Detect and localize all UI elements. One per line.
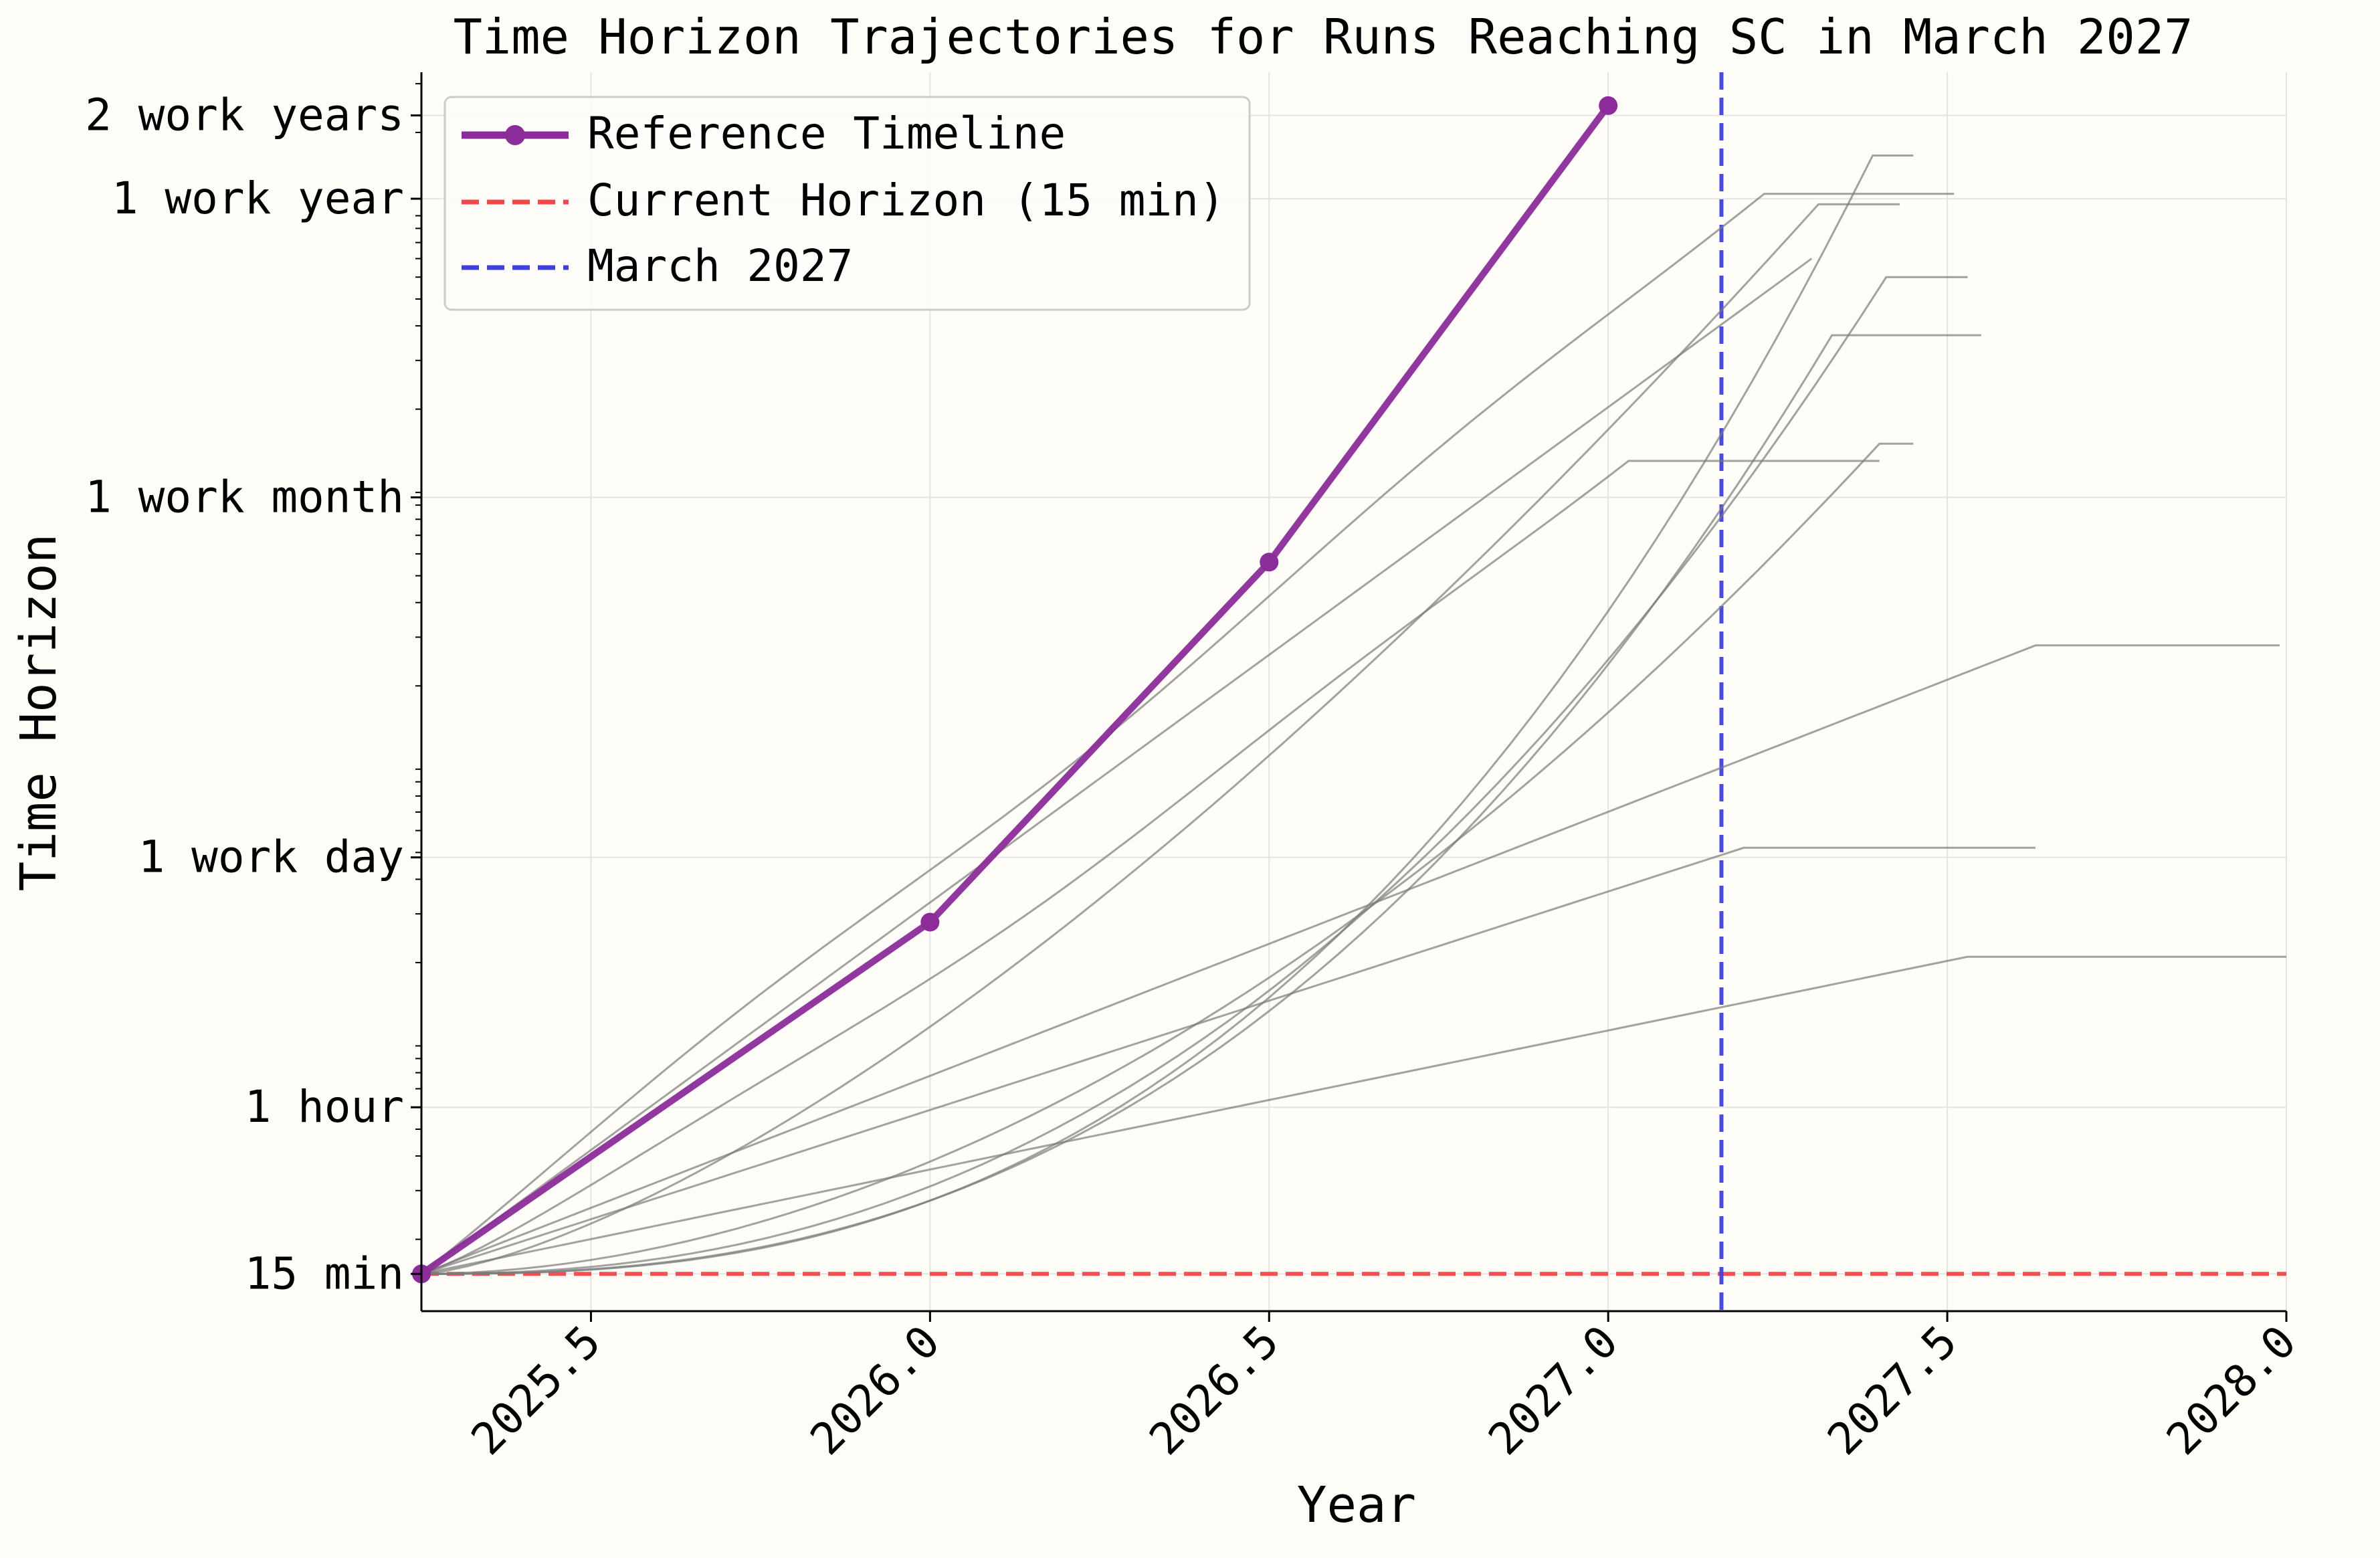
y-tick-label: 1 work year (112, 173, 404, 224)
reference-timeline-point (1599, 96, 1618, 115)
y-tick-label: 1 work day (138, 832, 404, 883)
y-axis-label: Time Horizon (10, 534, 68, 892)
simulation-run-line (421, 460, 1880, 1275)
simulation-runs (421, 155, 2286, 1275)
chart-title: Time Horizon Trajectories for Runs Reach… (454, 9, 2193, 65)
simulation-run-line (421, 644, 2280, 1275)
y-tick-label: 1 work month (85, 471, 404, 522)
simulation-run-line (421, 846, 2036, 1275)
axes (411, 72, 2288, 1322)
legend-label-current-horizon: Current Horizon (15 min) (587, 175, 1225, 226)
y-tick-label: 1 hour (245, 1081, 404, 1133)
simulation-run-line (421, 203, 1900, 1275)
legend-marker-reference (505, 125, 525, 145)
legend-label-reference: Reference Timeline (587, 108, 1066, 159)
simulation-run-line (421, 258, 1813, 1275)
legend-box (443, 96, 1251, 311)
x-axis-label: Year (1297, 1476, 1416, 1534)
y-tick-label: 2 work years (85, 90, 404, 141)
simulation-run-line (421, 334, 1981, 1275)
y-tick-label: 15 min (245, 1248, 404, 1299)
legend-label-march-2027: March 2027 (587, 240, 853, 292)
reference-timeline-line (419, 103, 1611, 1277)
legend: Reference Timeline Current Horizon (15 m… (443, 96, 1251, 311)
simulation-run-line (421, 442, 1914, 1275)
reference-timeline-point (1260, 553, 1279, 572)
reference-timeline-point (920, 912, 940, 932)
simulation-run-line (421, 955, 2286, 1275)
